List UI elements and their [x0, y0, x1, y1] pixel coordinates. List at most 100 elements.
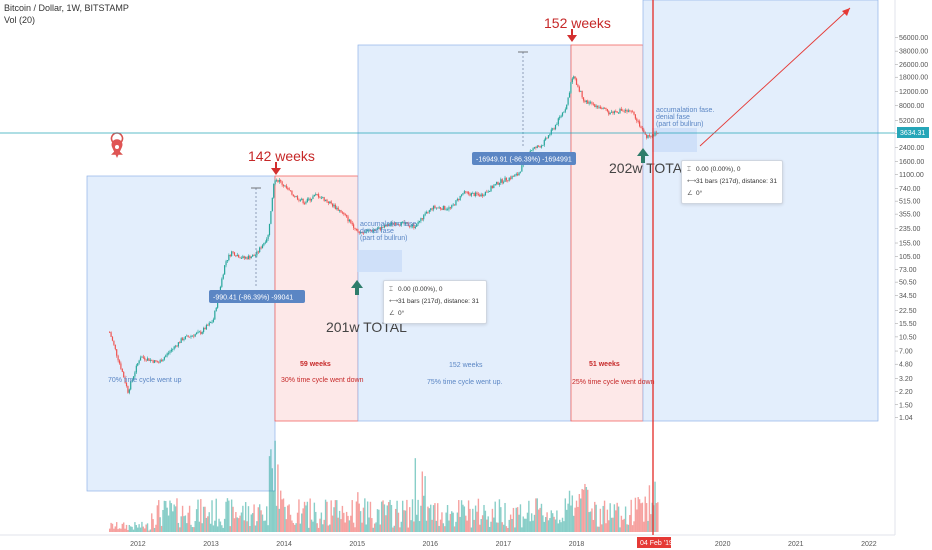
volume-bar: [528, 500, 530, 532]
candle-body: [155, 360, 157, 362]
volume-bar: [500, 507, 502, 532]
volume-bar: [303, 501, 306, 532]
candle-body: [326, 199, 328, 202]
candle-body: [369, 230, 372, 231]
candle-body: [313, 194, 315, 197]
candle-body: [274, 180, 276, 184]
candle-body: [134, 372, 136, 377]
cycle1-top-label: 142 weeks: [248, 148, 315, 164]
candle-body: [437, 207, 439, 209]
price-tick-label: 355.00: [899, 212, 921, 219]
candle-body: [634, 114, 637, 119]
volume-bar: [130, 526, 132, 532]
candle-body: [127, 386, 129, 393]
candle-body: [357, 229, 359, 232]
candle-body: [120, 363, 122, 369]
candle-body: [275, 180, 278, 182]
volume-bar: [606, 509, 609, 532]
volume-bar: [455, 521, 457, 532]
candle-body: [291, 190, 293, 195]
volume-bar: [344, 522, 346, 532]
candle-body: [591, 102, 593, 104]
candle-body: [245, 257, 247, 259]
volume-bar: [278, 508, 281, 532]
volume-bar: [320, 512, 323, 532]
volume-bar: [163, 500, 166, 532]
price-tick-label: 4.80: [899, 362, 913, 369]
volume-bar: [547, 520, 550, 532]
candle-body: [317, 194, 320, 198]
volume-bar: [480, 518, 482, 532]
candle-body: [622, 110, 624, 112]
volume-bar: [215, 498, 217, 532]
volume-bar: [615, 510, 617, 532]
volume-bar: [118, 528, 121, 532]
angle-icon: ∠: [389, 310, 395, 317]
volume-bar: [361, 522, 363, 532]
candle-body: [362, 232, 365, 234]
price-tick-label: 38000.00: [899, 49, 928, 56]
volume-bar: [636, 509, 638, 532]
volume-bar: [460, 500, 463, 532]
volume-bar: [144, 528, 146, 532]
volume-bar: [574, 507, 576, 532]
volume-bar: [438, 525, 440, 532]
volume-bar: [561, 517, 564, 532]
candle-body: [329, 201, 331, 204]
candle-body: [519, 171, 522, 173]
candle-body: [353, 224, 355, 228]
volume-bar: [296, 512, 299, 532]
volume-bar: [452, 512, 454, 532]
volume-bar: [456, 512, 459, 532]
volume-bar: [523, 518, 526, 532]
volume-bar: [188, 505, 191, 532]
volume-bar: [214, 520, 216, 532]
candle-body: [285, 185, 287, 188]
candle-body: [186, 335, 188, 337]
volume-bar: [362, 507, 365, 532]
candle-body: [215, 307, 217, 311]
volume-bar: [657, 502, 659, 532]
candle-body: [149, 359, 151, 361]
volume-bar: [463, 506, 466, 532]
volume-bar: [187, 512, 189, 532]
candle-body: [550, 129, 552, 135]
volume-bar: [343, 512, 345, 532]
volume-bar: [260, 510, 262, 532]
volume-bar: [573, 515, 575, 532]
candle-body: [346, 215, 348, 217]
candle-body: [270, 211, 272, 224]
candle-body: [372, 229, 374, 232]
volume-bar: [473, 519, 475, 532]
volume-bar: [448, 520, 450, 532]
candle-body: [518, 172, 520, 176]
volume-bar: [408, 507, 411, 532]
candle-body: [386, 224, 388, 227]
drop2-label-bg: [472, 152, 576, 165]
volume-bar: [176, 498, 178, 532]
volume-bar: [172, 511, 174, 532]
candle-body: [626, 110, 628, 112]
time-tick-label: 2016: [423, 541, 439, 548]
volume-bar: [108, 528, 111, 532]
candle-body: [339, 210, 341, 211]
volume-bar: [501, 522, 503, 532]
price-tick-label: 12000.00: [899, 89, 928, 96]
volume-bar: [243, 520, 245, 532]
volume-bar: [114, 526, 116, 532]
candle-body: [445, 209, 447, 211]
volume-bar: [202, 506, 205, 532]
candle-body: [409, 226, 411, 227]
volume-bar: [445, 512, 447, 532]
candle-body: [205, 325, 208, 330]
candle-body: [470, 193, 472, 196]
volume-bar: [488, 526, 491, 532]
candle-body: [188, 336, 191, 338]
volume-bar: [571, 495, 574, 532]
candle-body: [365, 231, 367, 233]
volume-bar: [378, 509, 380, 532]
candle-body: [578, 86, 580, 92]
candle-body: [609, 112, 611, 115]
candle-body: [592, 103, 594, 105]
